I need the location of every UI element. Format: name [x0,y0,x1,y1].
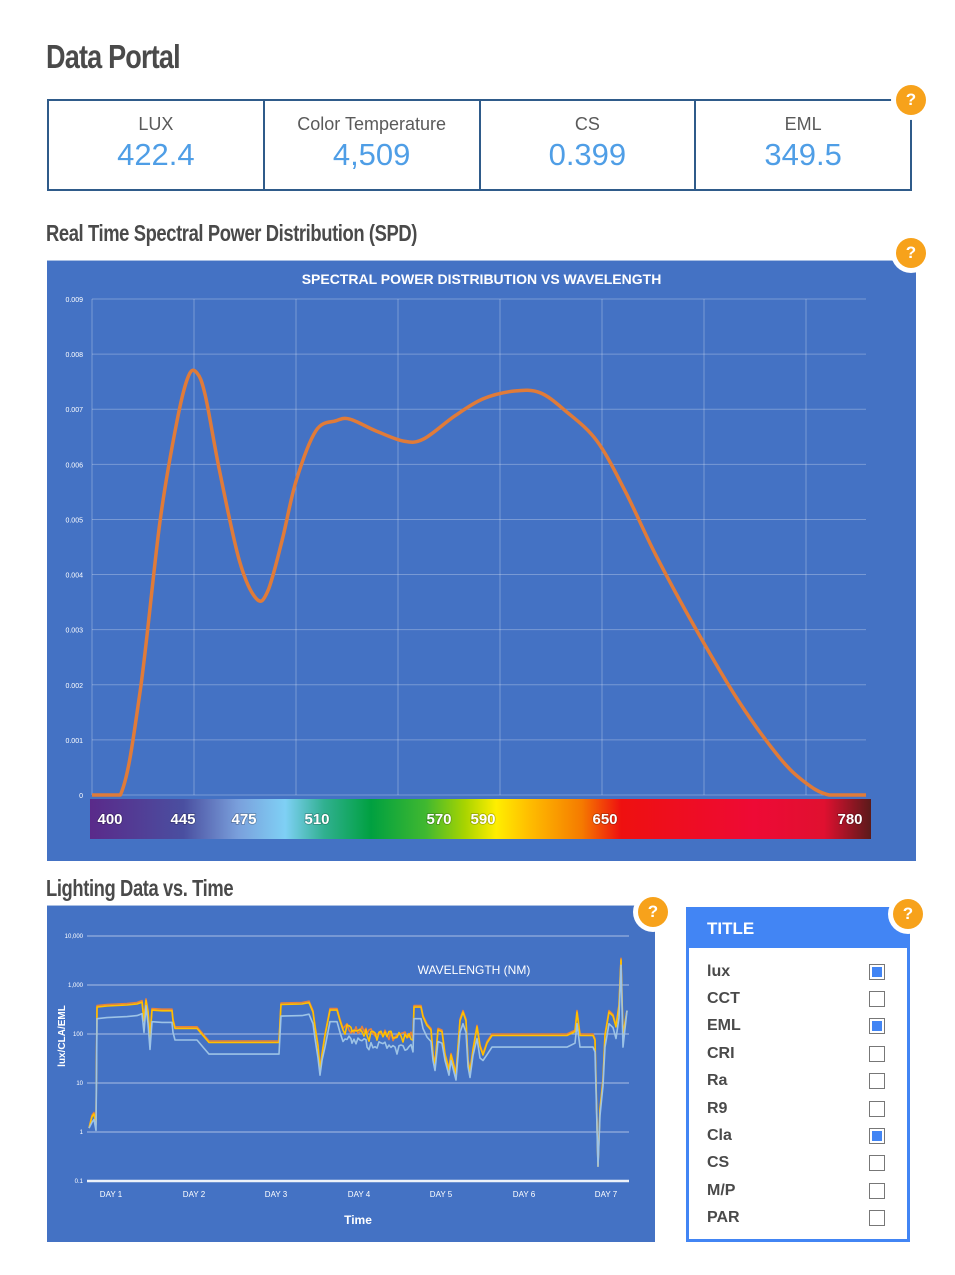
metric-lux: LUX 422.4 [49,101,265,189]
series-checkbox[interactable] [869,1210,885,1227]
svg-text:0.004: 0.004 [65,573,83,580]
svg-text:510: 510 [304,811,329,828]
page-title: Data Portal [46,38,181,75]
metric-label: Color Temperature [297,114,446,134]
metric-label: CS [574,114,600,134]
series-checkbox[interactable] [869,1182,885,1199]
svg-text:400: 400 [97,811,122,828]
svg-text:0.005: 0.005 [65,517,83,524]
series-option-cla[interactable]: Cla [689,1122,907,1149]
time-chart-annotation: WAVELENGTH (NM) [418,963,531,977]
svg-text:0: 0 [79,793,83,800]
series-label: M/P [707,1181,736,1199]
svg-text:DAY 4: DAY 4 [348,1190,371,1199]
time-y-axis-label: lux/CLA/EML [57,1005,68,1067]
time-gridlines: 0.1 1 10 100 1,000 10,000 DAY 1 DAY 2 DAY 3 DAY 4… [65,934,629,1199]
time-x-axis-label: Time [344,1213,372,1227]
series-selector-title: TITLE [689,910,907,948]
svg-text:100: 100 [73,1032,84,1038]
series-label: lux [707,962,731,980]
svg-text:0.002: 0.002 [65,683,83,690]
series-option-cs[interactable]: CS [689,1150,907,1177]
metric-color-temperature: Color Temperature 4,509 [265,101,481,189]
time-section-title: Lighting Data vs. Time [46,875,234,901]
metric-eml: EML 349.5 [696,101,910,189]
series-label: CRI [707,1044,735,1062]
svg-text:475: 475 [231,811,256,828]
spectrum-labels: 400 445 475 510 570 590 650 780 [97,810,864,829]
svg-text:0.001: 0.001 [65,738,83,745]
svg-text:0.007: 0.007 [65,407,83,414]
series-option-cri[interactable]: CRI [689,1040,907,1067]
series-selector-panel: TITLE lux CCT EML CRI Ra R9 Cla CS M/P P… [686,907,910,1242]
series-option-r9[interactable]: R9 [689,1095,907,1122]
series-option-eml[interactable]: EML [689,1013,907,1040]
series-option-lux[interactable]: lux [689,958,907,985]
svg-text:0.009: 0.009 [65,297,83,304]
series-checkbox[interactable] [869,1155,885,1172]
series-option-cct[interactable]: CCT [689,985,907,1012]
series-checkbox[interactable] [869,1100,885,1117]
svg-text:10,000: 10,000 [65,934,84,940]
spd-section-title: Real Time Spectral Power Distribution (S… [46,220,417,246]
series-checkbox[interactable] [869,1073,885,1090]
svg-text:DAY 2: DAY 2 [183,1190,206,1199]
series-checkbox[interactable] [869,1045,885,1062]
svg-text:DAY 6: DAY 6 [513,1190,536,1199]
svg-text:1,000: 1,000 [68,983,84,989]
svg-text:590: 590 [470,811,495,828]
series-label: Cla [707,1127,732,1145]
metric-label: LUX [138,114,174,134]
help-icon[interactable]: ? [896,238,926,268]
time-chart-panel: 0.1 1 10 100 1,000 10,000 DAY 1 DAY 2 DAY 3 DAY 4… [47,905,655,1242]
help-icon[interactable]: ? [893,899,923,929]
metric-value: 4,509 [332,137,411,172]
svg-text:1: 1 [80,1130,84,1136]
series-checkbox[interactable] [869,991,885,1008]
metric-value: 0.399 [548,137,627,172]
series-option-ra[interactable]: Ra [689,1068,907,1095]
spd-chart-panel: SPECTRAL POWER DISTRIBUTION VS WAVELENGT… [47,260,916,861]
svg-text:DAY 3: DAY 3 [265,1190,288,1199]
spd-chart: 0 0.001 0.002 0.003 0.004 0.005 0.006 0.007 0.00… [65,297,871,839]
svg-text:0.008: 0.008 [65,352,83,359]
series-selector-list: lux CCT EML CRI Ra R9 Cla CS M/P PAR [689,948,907,1232]
metric-value: 349.5 [764,137,842,172]
svg-text:DAY 7: DAY 7 [595,1190,618,1199]
series-label: Ra [707,1072,728,1090]
spd-chart-title: SPECTRAL POWER DISTRIBUTION VS WAVELENGT… [301,271,662,287]
help-icon[interactable]: ? [896,85,926,115]
help-icon[interactable]: ? [638,897,668,927]
svg-text:650: 650 [592,811,617,828]
spd-y-axis-ticks: 0 0.001 0.002 0.003 0.004 0.005 0.006 0.007 0.00… [65,297,83,800]
series-label: PAR [707,1209,740,1227]
svg-text:780: 780 [837,811,862,828]
series-option-mp[interactable]: M/P [689,1177,907,1204]
svg-text:0.1: 0.1 [75,1179,84,1185]
series-checkbox[interactable] [869,963,885,980]
metric-cs: CS 0.399 [481,101,697,189]
svg-text:0.006: 0.006 [65,462,83,469]
series-label: CCT [707,990,740,1008]
series-checkbox[interactable] [869,1018,885,1035]
svg-text:DAY 5: DAY 5 [430,1190,453,1199]
metric-value: 422.4 [117,137,195,172]
svg-text:570: 570 [426,811,451,828]
time-series-lines [88,957,628,1167]
series-label: EML [707,1017,741,1035]
metrics-panel: LUX 422.4 Color Temperature 4,509 CS 0.3… [47,99,912,191]
series-checkbox[interactable] [869,1128,885,1145]
svg-text:445: 445 [170,811,195,828]
spd-gridlines [91,298,866,796]
svg-text:10: 10 [76,1081,83,1087]
time-chart: 0.1 1 10 100 1,000 10,000 DAY 1 DAY 2 DAY 3 DAY 4… [57,934,629,1227]
svg-text:0.003: 0.003 [65,628,83,635]
spectrum-bar [90,799,871,839]
spd-curve [92,368,866,797]
svg-text:DAY 1: DAY 1 [100,1190,123,1199]
metric-label: EML [784,114,822,134]
series-option-par[interactable]: PAR [689,1205,907,1232]
series-label: R9 [707,1099,728,1117]
series-label: CS [707,1154,730,1172]
